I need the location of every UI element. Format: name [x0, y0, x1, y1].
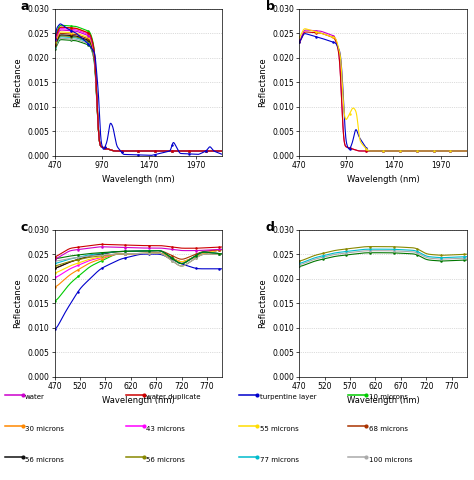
Text: 56 microns: 56 microns	[146, 457, 185, 463]
Y-axis label: Reflectance: Reflectance	[13, 58, 22, 107]
Text: 68 microns: 68 microns	[369, 426, 408, 432]
Text: 55 microns: 55 microns	[260, 426, 299, 432]
Y-axis label: Reflectance: Reflectance	[258, 278, 267, 328]
Text: b: b	[266, 0, 274, 13]
Text: 56 microns: 56 microns	[25, 457, 64, 463]
Text: water: water	[25, 395, 45, 400]
Text: 77 microns: 77 microns	[260, 457, 299, 463]
X-axis label: Wavelength (nm): Wavelength (nm)	[102, 175, 175, 184]
X-axis label: Wavelength (nm): Wavelength (nm)	[102, 396, 175, 405]
Text: 10 microns: 10 microns	[369, 395, 408, 400]
Text: turpentine layer: turpentine layer	[260, 395, 316, 400]
X-axis label: Wavelength (nm): Wavelength (nm)	[346, 396, 419, 405]
X-axis label: Wavelength (nm): Wavelength (nm)	[346, 175, 419, 184]
Y-axis label: Reflectance: Reflectance	[258, 58, 267, 107]
Text: a: a	[21, 0, 29, 13]
Text: 30 microns: 30 microns	[25, 426, 64, 432]
Text: 100 microns: 100 microns	[369, 457, 412, 463]
Text: c: c	[21, 221, 28, 234]
Text: water duplicate: water duplicate	[146, 395, 201, 400]
Text: d: d	[266, 221, 274, 234]
Text: 43 microns: 43 microns	[146, 426, 185, 432]
Y-axis label: Reflectance: Reflectance	[13, 278, 22, 328]
